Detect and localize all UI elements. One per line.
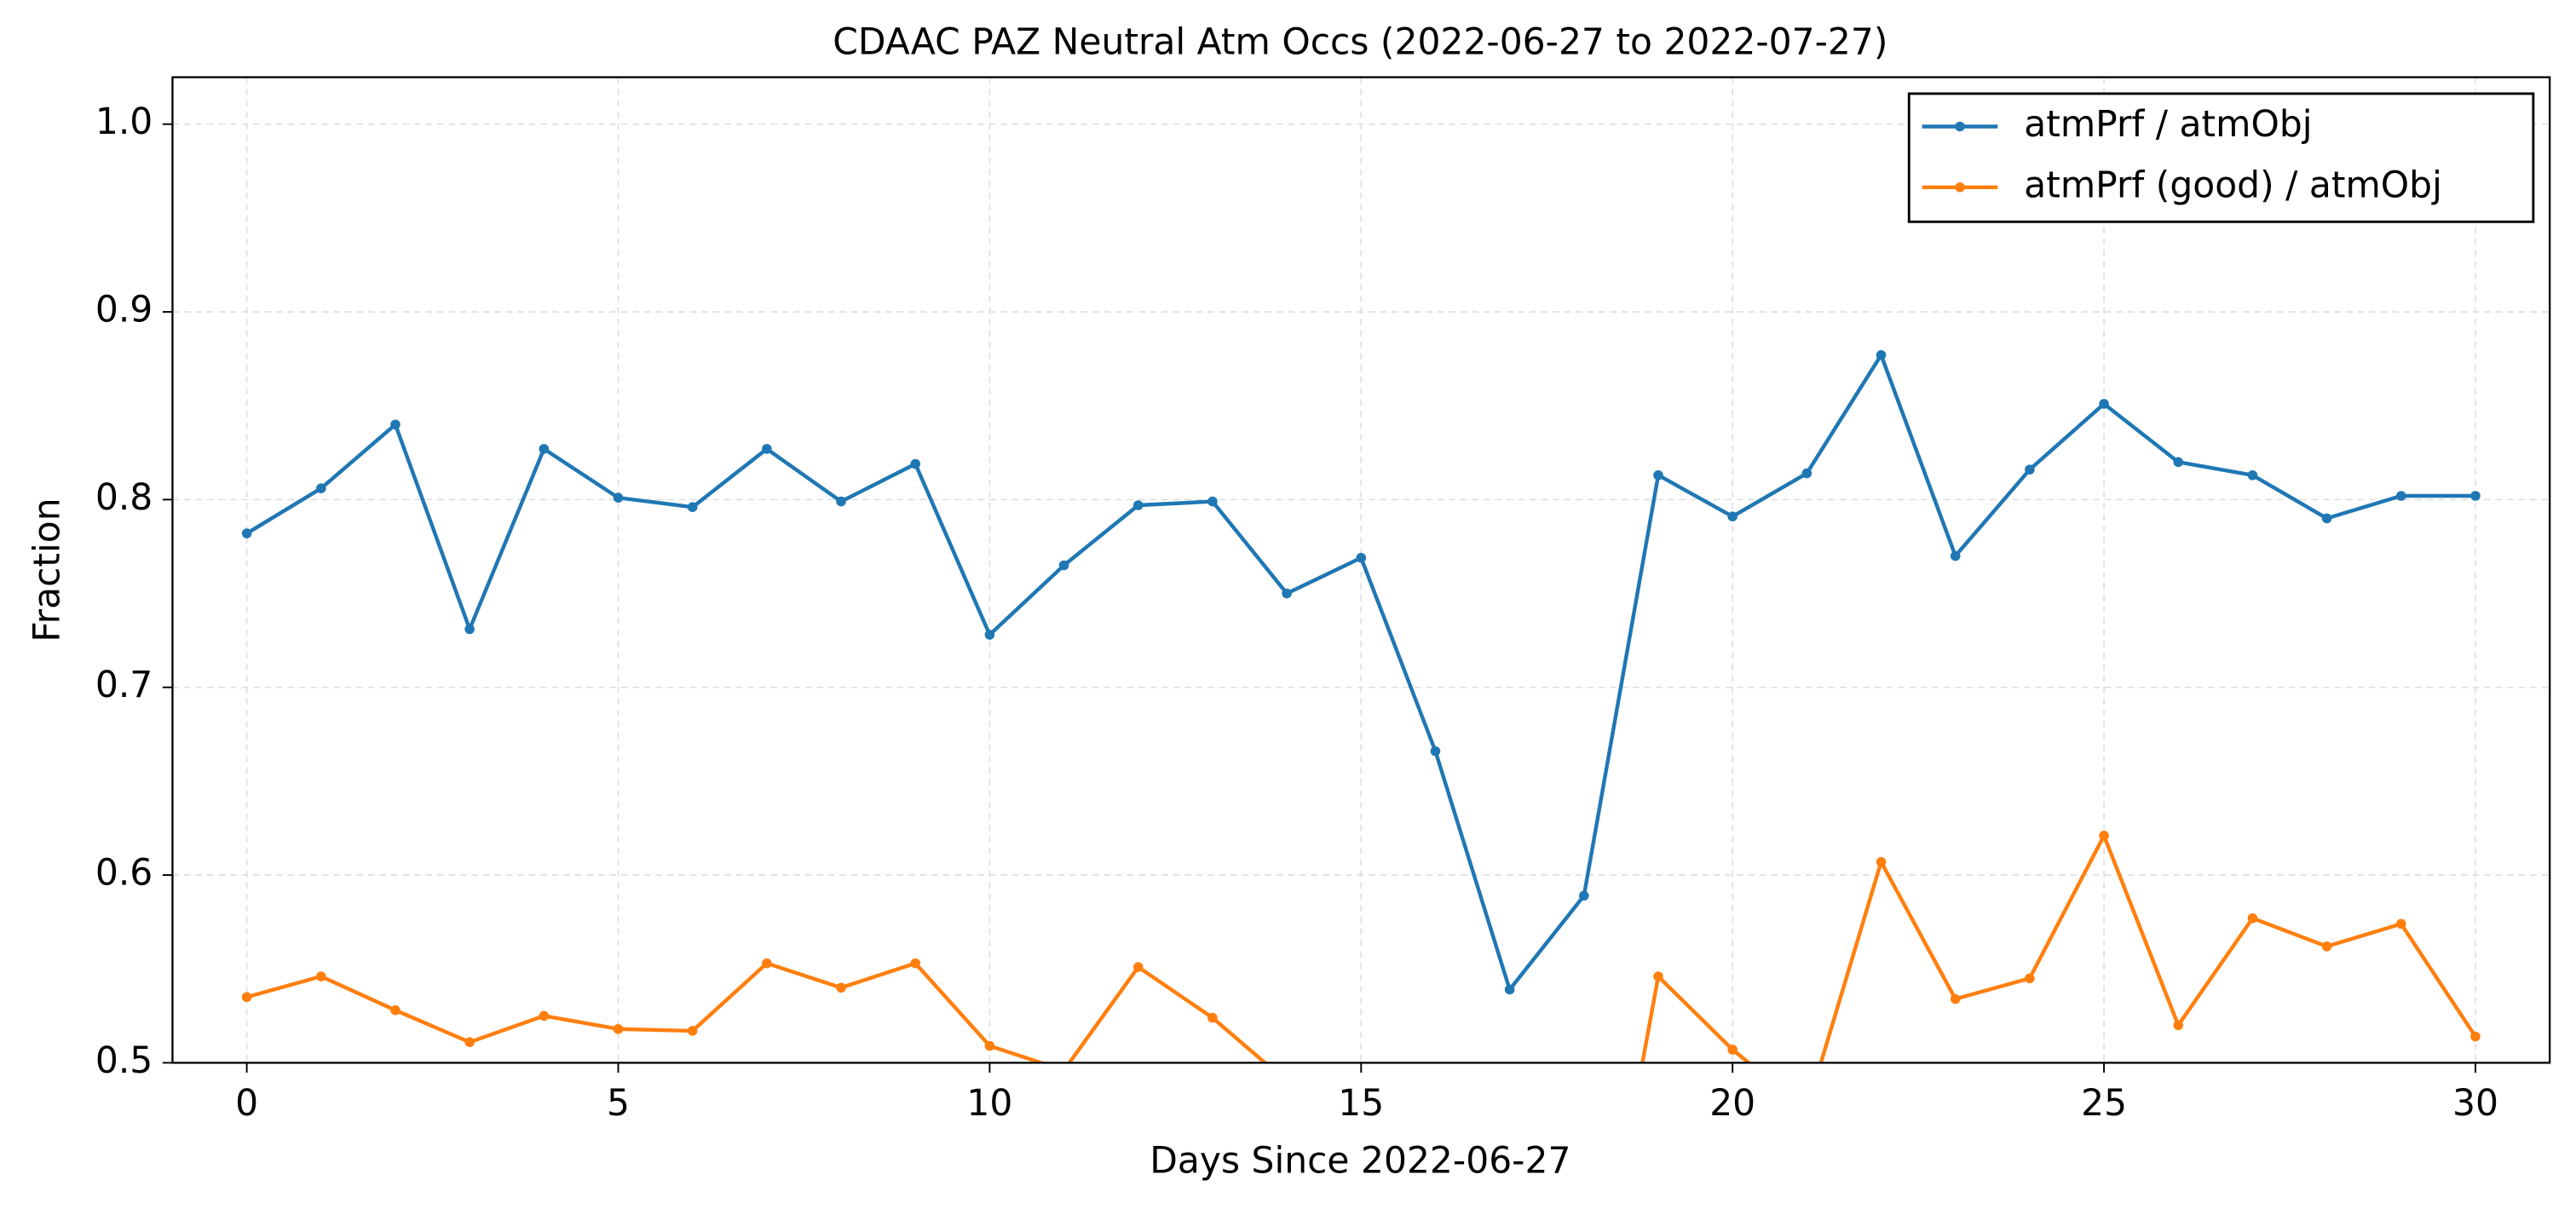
y-tick-label: 0.9 — [95, 290, 153, 331]
data-point — [2470, 1031, 2481, 1042]
data-point — [2470, 491, 2481, 501]
data-point — [1876, 856, 1887, 867]
data-point — [1727, 1045, 1738, 1055]
data-point — [2173, 1020, 2184, 1031]
x-tick-label: 10 — [966, 1083, 1012, 1125]
y-tick-label: 0.8 — [95, 477, 153, 519]
data-point — [1653, 469, 1663, 481]
data-point — [464, 624, 475, 635]
data-point — [390, 1005, 401, 1016]
data-point — [910, 958, 921, 969]
data-point — [984, 630, 995, 640]
data-point — [1653, 971, 1663, 982]
data-point — [2321, 513, 2332, 524]
y-tick-label: 0.7 — [95, 665, 153, 706]
data-point — [241, 528, 252, 538]
legend-marker — [1955, 182, 1965, 193]
data-point — [1059, 1065, 1069, 1075]
data-point — [1207, 1012, 1218, 1023]
data-point — [241, 992, 252, 1003]
data-point — [539, 1010, 550, 1022]
data-point — [1132, 962, 1144, 972]
legend-label: atmPrf (good) / atmObj — [2024, 164, 2442, 206]
data-point — [836, 982, 846, 993]
data-point — [1727, 511, 1738, 522]
data-point — [2396, 491, 2406, 501]
plot-frame — [171, 76, 2551, 1064]
data-point — [316, 483, 326, 493]
data-point — [836, 496, 846, 507]
legend-box — [1907, 92, 2535, 223]
data-point — [1058, 560, 1069, 571]
y-tick-label: 0.6 — [95, 853, 153, 895]
data-point — [1282, 1077, 1292, 1087]
x-tick-label: 25 — [2081, 1083, 2127, 1125]
x-tick-label: 15 — [1338, 1083, 1384, 1125]
legend-label: atmPrf / atmObj — [2024, 104, 2312, 146]
x-tick-label: 30 — [2452, 1083, 2498, 1125]
x-tick-label: 0 — [235, 1083, 258, 1125]
data-point — [2173, 457, 2184, 468]
data-point — [1801, 468, 1812, 479]
data-point — [1579, 890, 1589, 901]
data-point — [1356, 552, 1367, 563]
data-point — [2247, 913, 2258, 924]
data-point — [687, 502, 698, 512]
data-point — [613, 1023, 624, 1034]
chart-title: CDAAC PAZ Neutral Atm Occs (2022-06-27 t… — [833, 22, 1887, 64]
y-axis-label: Fraction — [26, 498, 68, 642]
data-point — [910, 458, 921, 469]
plot-area — [241, 349, 2481, 1115]
data-point — [1802, 1105, 1812, 1115]
data-point — [2025, 464, 2035, 475]
data-point — [2025, 973, 2035, 984]
data-point — [2099, 831, 2109, 841]
data-point — [1132, 500, 1144, 510]
data-point — [762, 444, 772, 454]
data-point — [464, 1037, 475, 1047]
data-point — [539, 444, 550, 454]
y-tick-label: 1.0 — [95, 101, 153, 143]
data-point — [2099, 399, 2109, 409]
data-point — [2396, 918, 2406, 930]
data-point — [613, 492, 624, 503]
data-point — [316, 971, 326, 982]
data-point — [984, 1040, 995, 1051]
y-tick-label: 0.5 — [95, 1040, 153, 1082]
data-point — [1876, 349, 1887, 360]
legend-marker — [1955, 121, 1965, 132]
data-point — [1950, 550, 1961, 561]
data-point — [1430, 746, 1441, 757]
data-point — [1207, 496, 1218, 507]
data-point — [1950, 993, 1961, 1005]
data-point — [2321, 941, 2332, 952]
x-tick-label: 20 — [1709, 1083, 1755, 1125]
data-point — [1504, 984, 1515, 995]
data-point — [2247, 469, 2258, 481]
data-point — [687, 1026, 698, 1036]
x-tick-label: 5 — [607, 1083, 630, 1125]
data-point — [762, 958, 772, 969]
data-point — [1282, 588, 1292, 599]
data-point — [390, 419, 401, 430]
x-axis-label: Days Since 2022-06-27 — [1150, 1140, 1570, 1182]
